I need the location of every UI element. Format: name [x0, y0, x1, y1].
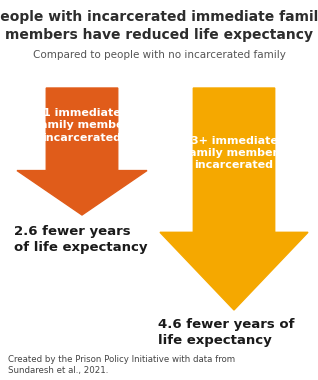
Text: 4.6 fewer years of
life expectancy: 4.6 fewer years of life expectancy: [158, 318, 294, 347]
Polygon shape: [17, 88, 147, 215]
Text: 1 immediate
family member
incarcerated: 1 immediate family member incarcerated: [35, 108, 129, 142]
Text: members have reduced life expectancy: members have reduced life expectancy: [5, 28, 313, 42]
Polygon shape: [160, 88, 308, 310]
Text: Compared to people with no incarcerated family: Compared to people with no incarcerated …: [32, 50, 286, 60]
Text: Created by the Prison Policy Initiative with data from
Sundaresh et al., 2021.: Created by the Prison Policy Initiative …: [8, 355, 235, 375]
Text: 2.6 fewer years
of life expectancy: 2.6 fewer years of life expectancy: [14, 225, 148, 254]
Text: 3+ immediate
family members
incarcerated: 3+ immediate family members incarcerated: [184, 136, 284, 170]
Text: People with incarcerated immediate family: People with incarcerated immediate famil…: [0, 10, 318, 24]
